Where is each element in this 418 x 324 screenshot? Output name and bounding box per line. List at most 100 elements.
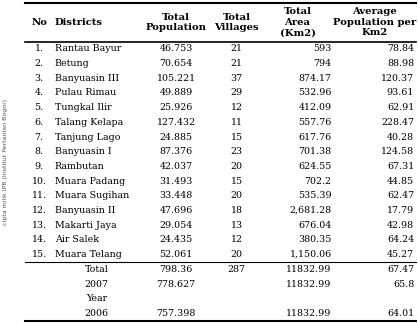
Text: 93.61: 93.61 [387,88,414,98]
Text: 47.696: 47.696 [159,206,193,215]
Text: 20: 20 [231,250,243,259]
Text: 13: 13 [231,221,243,230]
Text: 40.28: 40.28 [387,133,414,142]
Text: Makarti Jaya: Makarti Jaya [55,221,117,230]
Text: 557.76: 557.76 [298,118,332,127]
Text: 2007: 2007 [85,280,109,288]
Text: 70.654: 70.654 [159,59,193,68]
Text: 757.398: 757.398 [156,309,196,318]
Text: 20: 20 [231,162,243,171]
Text: 88.98: 88.98 [387,59,414,68]
Text: Muara Telang: Muara Telang [55,250,122,259]
Text: 7.: 7. [35,133,44,142]
Text: 23: 23 [231,147,243,156]
Text: 794: 794 [314,59,332,68]
Text: Pulau Rimau: Pulau Rimau [55,88,116,98]
Text: 24.885: 24.885 [159,133,193,142]
Text: 702.2: 702.2 [305,177,332,186]
Text: 10.: 10. [32,177,47,186]
Text: cipta milik IPB (Institut Pertanian Bogor): cipta milik IPB (Institut Pertanian Bogo… [3,99,8,225]
Text: 12: 12 [231,236,243,244]
Text: 380.35: 380.35 [298,236,332,244]
Text: 42.037: 42.037 [159,162,193,171]
Text: 45.27: 45.27 [387,250,414,259]
Text: 20: 20 [231,191,243,200]
Text: Tanjung Lago: Tanjung Lago [55,133,120,142]
Text: 15: 15 [231,177,243,186]
Text: 124.58: 124.58 [381,147,414,156]
Text: 593: 593 [314,44,332,53]
Text: Muara Sugihan: Muara Sugihan [55,191,129,200]
Text: 228.47: 228.47 [381,118,414,127]
Text: Rantau Bayur: Rantau Bayur [55,44,121,53]
Text: 78.84: 78.84 [387,44,414,53]
Text: 29: 29 [231,88,243,98]
Text: 127.432: 127.432 [156,118,196,127]
Text: Districts: Districts [55,18,103,27]
Text: 65.8: 65.8 [393,280,414,288]
Text: 31.493: 31.493 [159,177,193,186]
Text: 120.37: 120.37 [381,74,414,83]
Text: 64.24: 64.24 [387,236,414,244]
Text: Talang Kelapa: Talang Kelapa [55,118,123,127]
Text: 42.98: 42.98 [387,221,414,230]
Text: 21: 21 [231,44,243,53]
Text: Total: Total [85,265,109,274]
Text: 64.01: 64.01 [387,309,414,318]
Text: Betung: Betung [55,59,90,68]
Text: 1,150.06: 1,150.06 [290,250,332,259]
Text: Average
Population per
Km2: Average Population per Km2 [333,7,416,37]
Text: 37: 37 [231,74,243,83]
Text: 701.38: 701.38 [298,147,332,156]
Text: 62.47: 62.47 [387,191,414,200]
Text: 14.: 14. [32,236,47,244]
Text: 4.: 4. [35,88,44,98]
Text: Banyuasin III: Banyuasin III [55,74,119,83]
Text: 24.435: 24.435 [159,236,193,244]
Text: Total
Area
(Km2): Total Area (Km2) [280,7,316,37]
Text: 2,681.28: 2,681.28 [290,206,332,215]
Text: 2.: 2. [35,59,44,68]
Text: Tungkal Ilir: Tungkal Ilir [55,103,112,112]
Text: 18: 18 [231,206,243,215]
Text: 13.: 13. [32,221,47,230]
Text: 49.889: 49.889 [159,88,193,98]
Text: 15: 15 [231,133,243,142]
Text: No: No [31,18,47,27]
Text: 11832.99: 11832.99 [286,265,332,274]
Text: Rambutan: Rambutan [55,162,105,171]
Text: Total
Population: Total Population [145,13,206,32]
Text: 624.55: 624.55 [298,162,332,171]
Text: 798.36: 798.36 [159,265,193,274]
Text: 1.: 1. [35,44,44,53]
Text: 8.: 8. [35,147,44,156]
Text: 52.061: 52.061 [159,250,193,259]
Text: 12.: 12. [32,206,47,215]
Text: 67.31: 67.31 [387,162,414,171]
Text: 778.627: 778.627 [156,280,196,288]
Text: 617.76: 617.76 [298,133,332,142]
Text: 29.054: 29.054 [159,221,193,230]
Text: 21: 21 [231,59,243,68]
Text: 46.753: 46.753 [159,44,193,53]
Text: 12: 12 [231,103,243,112]
Text: 874.17: 874.17 [299,74,332,83]
Text: 17.79: 17.79 [387,206,414,215]
Text: 33.448: 33.448 [159,191,193,200]
Text: 67.47: 67.47 [387,265,414,274]
Text: Muara Padang: Muara Padang [55,177,125,186]
Text: 44.85: 44.85 [387,177,414,186]
Text: 15.: 15. [32,250,47,259]
Text: 11832.99: 11832.99 [286,280,332,288]
Text: 287: 287 [228,265,246,274]
Text: 9.: 9. [35,162,44,171]
Text: 3.: 3. [35,74,44,83]
Text: 11: 11 [231,118,243,127]
Text: Total
Villages: Total Villages [214,13,259,32]
Text: Air Salek: Air Salek [55,236,99,244]
Text: 11832.99: 11832.99 [286,309,332,318]
Text: 25.926: 25.926 [159,103,193,112]
Text: 5.: 5. [35,103,44,112]
Text: Banyuasin II: Banyuasin II [55,206,115,215]
Text: 62.91: 62.91 [387,103,414,112]
